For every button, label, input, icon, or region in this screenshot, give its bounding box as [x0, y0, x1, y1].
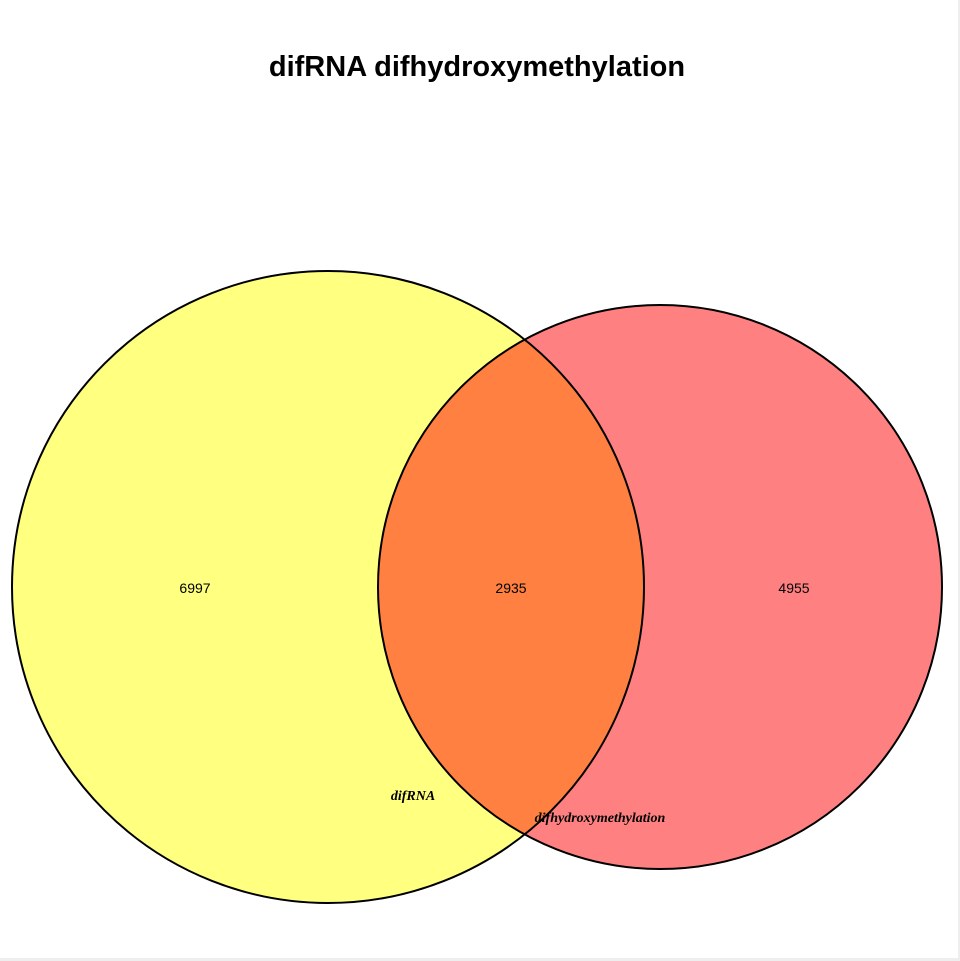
diagram-title: difRNA difhydroxymethylation	[269, 51, 685, 83]
set-label-difrna: difRNA	[391, 789, 435, 804]
count-intersection: 2935	[495, 580, 526, 596]
intersection-region	[378, 305, 644, 869]
frame-edge-right	[958, 0, 960, 961]
set-label-difhydroxymethylation: difhydroxymethylation	[535, 811, 666, 826]
set-outline-difrna	[11, 270, 645, 904]
count-difrna-only: 6997	[179, 580, 210, 596]
count-difhydroxymethylation-only: 4955	[778, 580, 809, 596]
frame-edge-bottom	[0, 958, 960, 961]
set-outline-difhydroxymethylation	[377, 304, 943, 870]
